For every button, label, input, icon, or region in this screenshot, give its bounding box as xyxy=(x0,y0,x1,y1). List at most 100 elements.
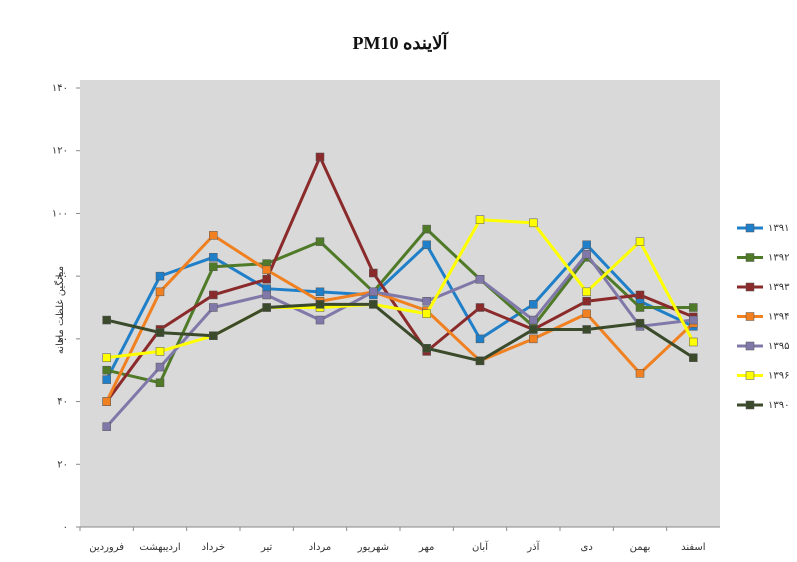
legend-label: ۱۳۹۴ xyxy=(768,312,789,323)
series-marker xyxy=(369,268,378,278)
series-marker xyxy=(689,315,698,325)
series-marker xyxy=(635,318,645,328)
y-axis-label: میانگین غلظت ماهانه xyxy=(54,266,66,354)
series-line xyxy=(105,252,694,428)
legend-label: ۱۳۹۲ xyxy=(768,253,789,264)
series-marker xyxy=(635,290,645,300)
series-marker xyxy=(582,296,591,306)
series-line xyxy=(105,243,694,381)
series-marker xyxy=(209,231,218,240)
x-tick-label: آذر xyxy=(526,540,540,553)
series-marker xyxy=(582,249,591,259)
series-line xyxy=(105,233,695,403)
legend-label: ۱۳۹۱ xyxy=(768,223,789,234)
y-tick-label: ۱۴۰ xyxy=(52,83,68,94)
series-marker xyxy=(529,325,538,334)
legend-label: ۱۳۹۶ xyxy=(768,371,789,382)
legend-marker xyxy=(745,223,755,233)
y-tick-label: ۸۰ xyxy=(57,271,68,282)
x-tick-label: خرداد xyxy=(202,542,225,553)
series-marker xyxy=(689,303,698,312)
series-marker xyxy=(102,422,111,431)
x-tick-label: دی xyxy=(581,542,593,553)
series-marker xyxy=(209,262,218,271)
series-marker xyxy=(155,347,165,356)
x-tick-label: اردیبهشت xyxy=(139,542,180,553)
series-line xyxy=(106,218,695,360)
series-marker xyxy=(689,337,698,347)
series-marker xyxy=(209,331,218,340)
x-tick-label: فروردین xyxy=(89,542,124,553)
legend-marker xyxy=(745,341,755,351)
y-tick-label: ۱۲۰ xyxy=(52,146,68,157)
legend-label: ۱۳۹۵ xyxy=(768,341,789,352)
legend-marker xyxy=(745,400,755,410)
series-marker xyxy=(475,303,485,312)
series-marker xyxy=(102,315,111,325)
x-tick-label: اسفند xyxy=(681,542,705,553)
series-marker xyxy=(582,240,591,250)
series-marker xyxy=(582,325,591,334)
x-tick-label: مهر xyxy=(418,542,434,553)
legend-label: ۱۳۹۳ xyxy=(768,282,790,293)
series-marker xyxy=(635,369,645,378)
series-marker xyxy=(475,334,485,344)
series-marker xyxy=(422,240,431,250)
y-tick-label: ۱۰۰ xyxy=(52,208,68,219)
series-marker xyxy=(422,224,431,234)
y-tick-label: ۰ xyxy=(63,522,68,533)
series-marker xyxy=(475,275,485,284)
x-tick-label: مرداد xyxy=(309,542,332,553)
y-tick-label: ۲۰ xyxy=(57,459,68,470)
legend-marker xyxy=(745,253,755,262)
series-marker xyxy=(475,356,485,366)
chart-title: آلاینده PM10 xyxy=(352,31,449,53)
series-marker xyxy=(209,303,218,312)
series-marker xyxy=(209,290,218,300)
series-marker xyxy=(155,378,165,388)
series-marker xyxy=(422,296,431,306)
series-marker xyxy=(315,315,325,325)
series-marker xyxy=(262,275,271,284)
series-marker xyxy=(315,152,325,162)
series-line xyxy=(106,302,695,363)
legend-marker xyxy=(745,312,755,321)
y-tick-label: ۴۰ xyxy=(57,397,68,408)
series-marker xyxy=(209,253,218,262)
y-tick-label: ۶۰ xyxy=(57,334,68,345)
series-marker xyxy=(529,315,538,325)
series-marker xyxy=(102,365,111,375)
x-tick-label: بهمن xyxy=(630,542,651,553)
series-marker xyxy=(369,287,378,297)
series-marker xyxy=(689,353,698,362)
series-marker xyxy=(422,344,431,353)
legend-marker xyxy=(745,371,755,380)
series-marker xyxy=(155,328,165,337)
series-marker xyxy=(529,218,538,228)
series-marker xyxy=(635,237,645,246)
series-marker xyxy=(315,287,325,297)
series-marker xyxy=(102,375,111,384)
series-line xyxy=(105,155,694,403)
series-marker xyxy=(529,300,538,309)
x-tick-label: آبان xyxy=(472,540,489,553)
series-marker xyxy=(155,287,165,297)
series-marker xyxy=(315,300,325,309)
series-marker xyxy=(102,353,111,362)
series-marker xyxy=(155,362,165,372)
series-marker xyxy=(262,303,271,312)
x-tick-label: شهریور xyxy=(357,542,389,553)
series-marker xyxy=(582,309,591,319)
series-marker xyxy=(369,300,378,309)
legend-label: ۱۳۹۰ xyxy=(768,400,789,411)
series-marker xyxy=(155,271,165,281)
series-marker xyxy=(475,215,485,224)
series-marker xyxy=(102,397,111,406)
series-marker xyxy=(262,290,271,300)
series-marker xyxy=(262,265,271,275)
plot-area xyxy=(80,80,720,527)
series-marker xyxy=(529,334,538,344)
series-marker xyxy=(422,309,431,319)
legend-marker xyxy=(745,282,755,292)
